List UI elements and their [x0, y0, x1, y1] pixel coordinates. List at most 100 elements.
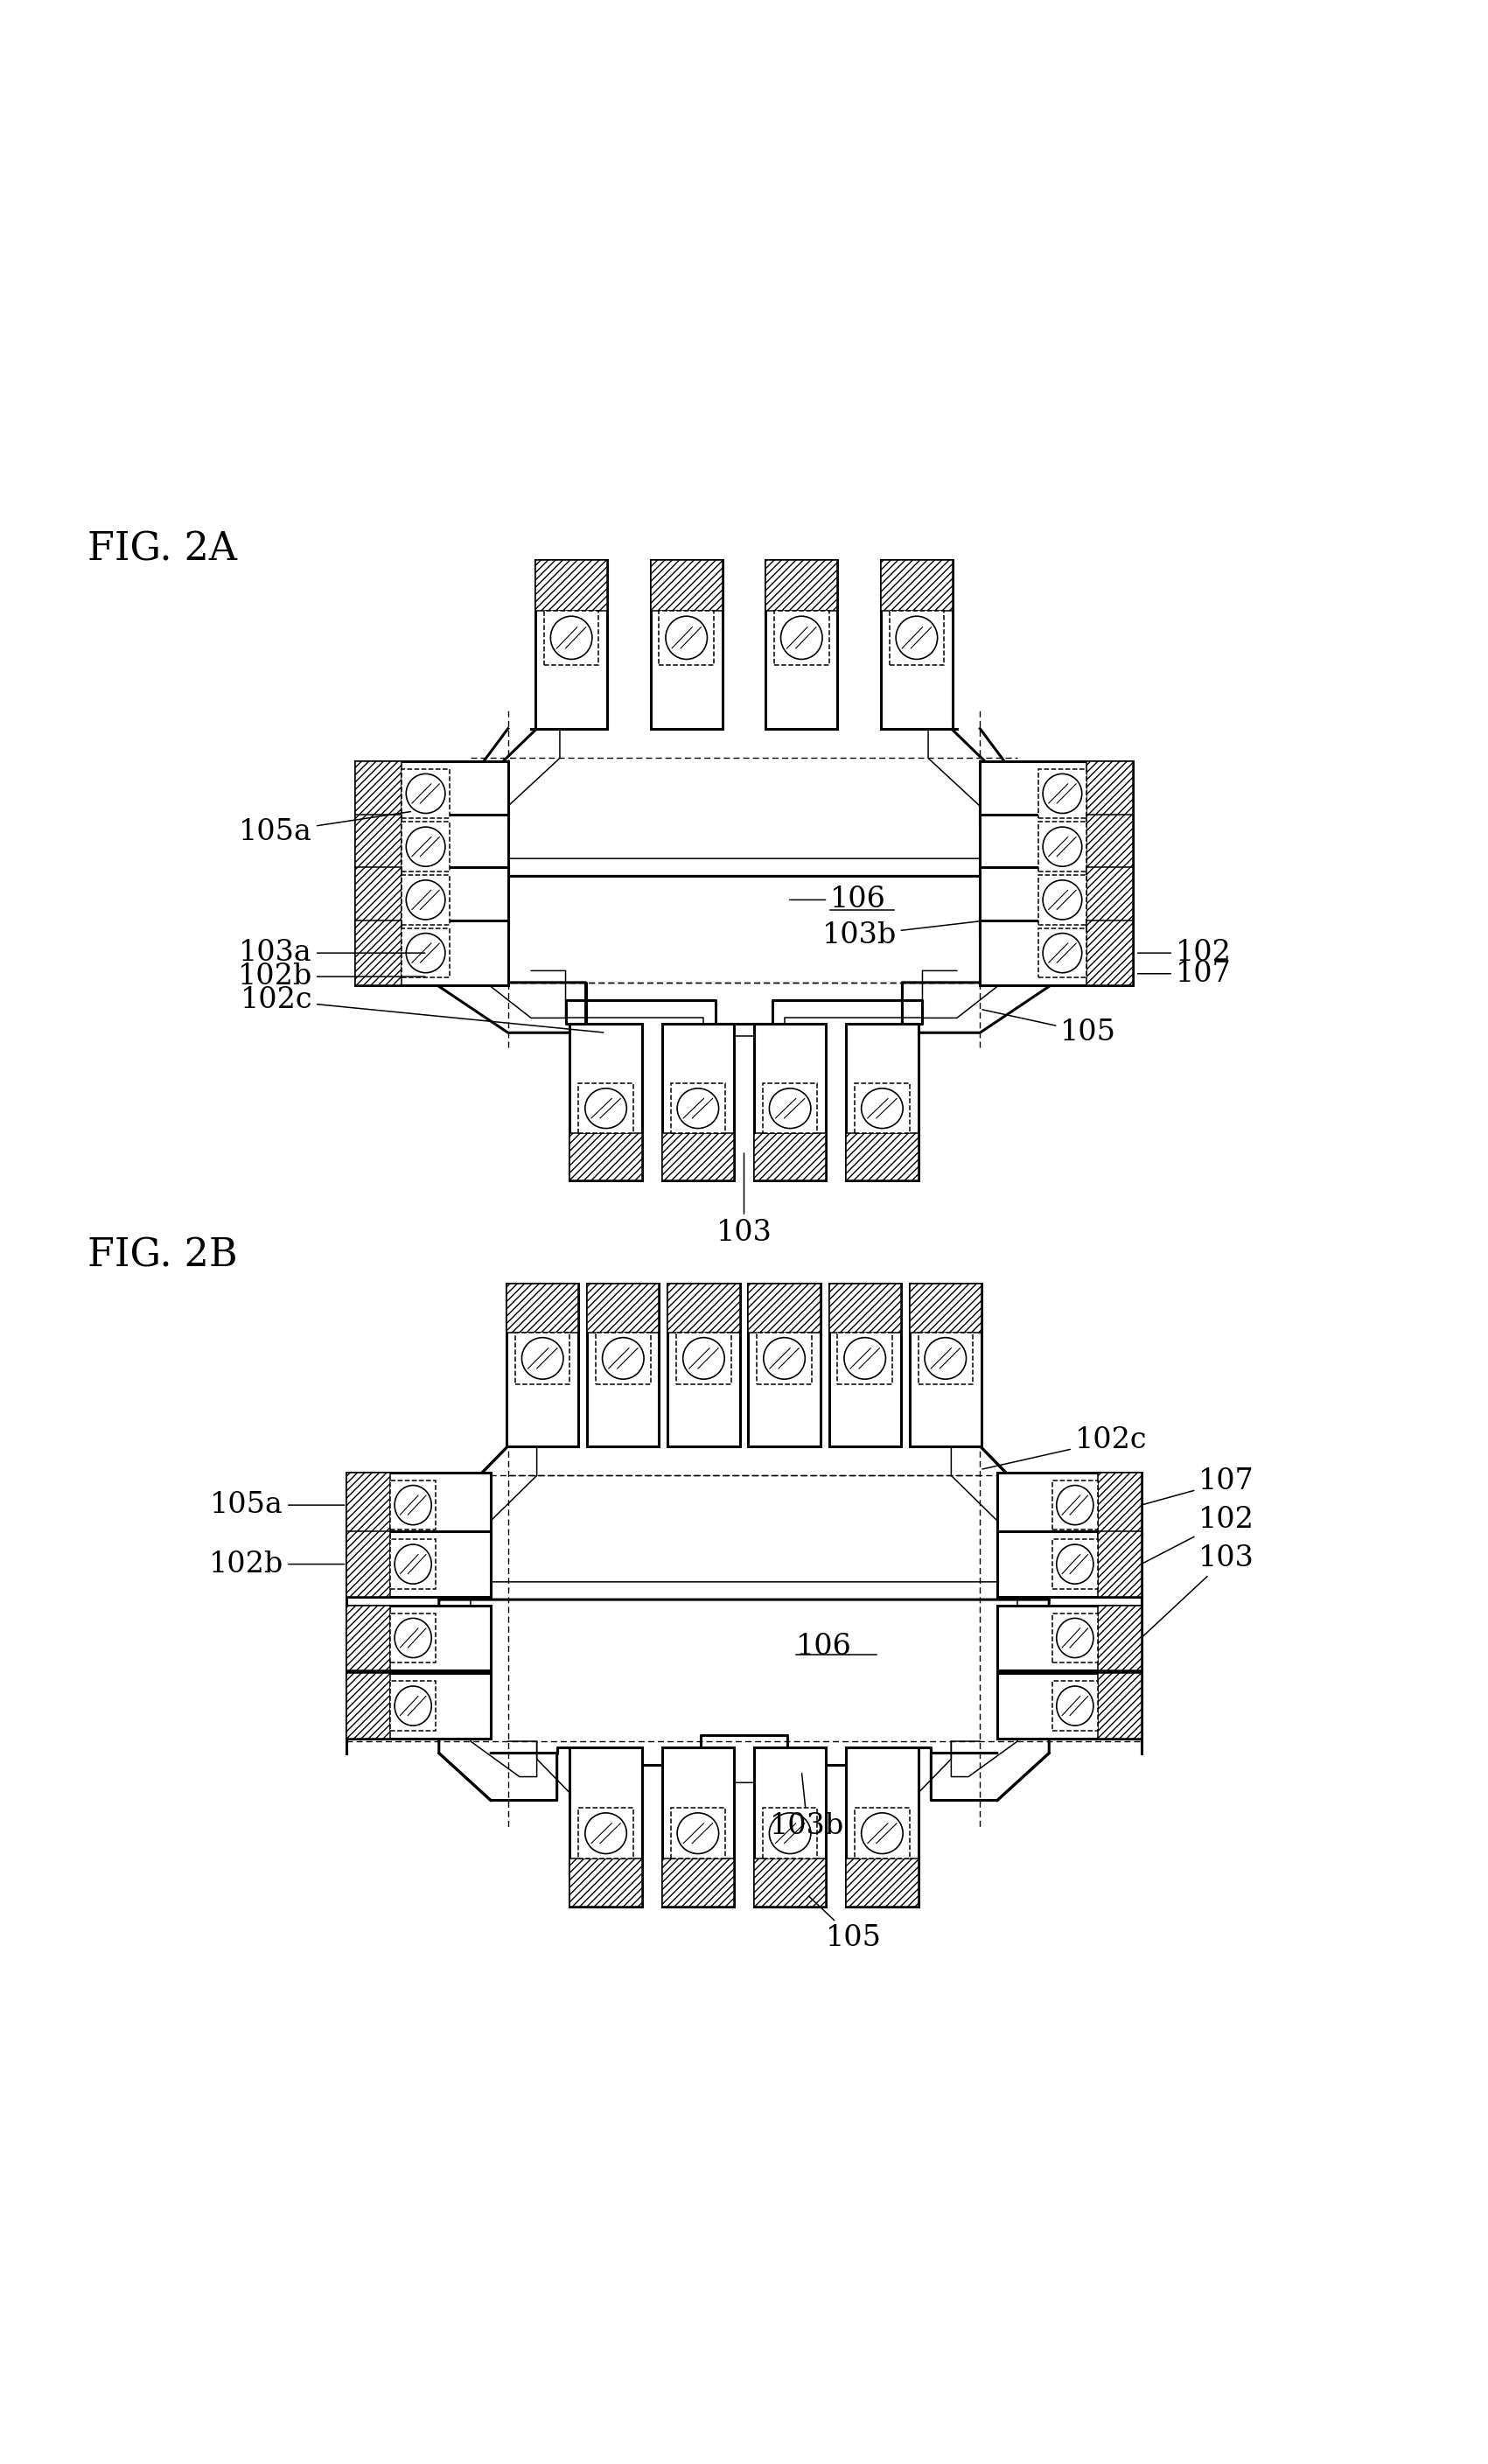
Bar — [754, 1025, 826, 1180]
Bar — [515, 1333, 570, 1385]
Bar — [754, 1747, 826, 1907]
Text: 106: 106 — [796, 1634, 851, 1661]
Ellipse shape — [1056, 1545, 1094, 1584]
Ellipse shape — [1056, 1685, 1094, 1725]
Text: 102c: 102c — [982, 1427, 1147, 1469]
Ellipse shape — [677, 1814, 719, 1853]
Bar — [1039, 875, 1086, 924]
Ellipse shape — [406, 880, 445, 919]
Bar — [997, 1607, 1141, 1671]
Bar — [347, 1673, 491, 1737]
Bar — [1052, 1481, 1098, 1530]
Bar — [881, 559, 952, 611]
Ellipse shape — [1043, 880, 1082, 919]
Bar — [1052, 1680, 1098, 1730]
Text: 106: 106 — [790, 887, 887, 914]
Bar — [1039, 929, 1086, 978]
Bar — [766, 559, 838, 729]
Bar — [1098, 1473, 1141, 1538]
Bar — [662, 1133, 734, 1180]
Bar — [1098, 1673, 1141, 1737]
Bar — [506, 1284, 579, 1333]
Bar — [981, 813, 1132, 880]
Ellipse shape — [522, 1338, 564, 1380]
Bar — [754, 1858, 826, 1907]
Ellipse shape — [394, 1619, 432, 1658]
Bar — [356, 867, 507, 931]
Bar — [754, 1133, 826, 1180]
Text: 105a: 105a — [240, 811, 411, 845]
Bar — [356, 813, 507, 880]
Ellipse shape — [781, 616, 823, 660]
Ellipse shape — [394, 1486, 432, 1525]
Bar — [662, 1025, 734, 1180]
Bar — [570, 1133, 641, 1180]
Bar — [347, 1533, 390, 1597]
Text: 102b: 102b — [238, 963, 426, 991]
Ellipse shape — [406, 828, 445, 867]
Ellipse shape — [769, 1814, 811, 1853]
Text: 102: 102 — [1138, 939, 1232, 966]
Bar — [588, 1284, 659, 1333]
Bar — [854, 1809, 909, 1858]
Ellipse shape — [1056, 1486, 1094, 1525]
Bar — [570, 1025, 641, 1180]
Bar — [570, 1858, 641, 1907]
Bar — [981, 761, 1132, 825]
Text: 107: 107 — [1138, 958, 1232, 988]
Bar — [579, 1084, 634, 1133]
Bar — [650, 559, 722, 729]
Bar — [1052, 1614, 1098, 1663]
Bar — [763, 1809, 817, 1858]
Bar — [981, 922, 1132, 986]
Text: 102c: 102c — [240, 986, 604, 1032]
Bar — [981, 867, 1132, 931]
Bar — [579, 1809, 634, 1858]
Bar — [997, 1533, 1141, 1597]
Bar — [347, 1473, 390, 1538]
Bar — [997, 1673, 1141, 1737]
Bar — [838, 1333, 893, 1385]
Bar — [748, 1284, 820, 1446]
Bar — [662, 1858, 734, 1907]
Ellipse shape — [862, 1814, 903, 1853]
Bar — [1086, 922, 1132, 986]
Bar — [347, 1533, 491, 1597]
Bar — [677, 1333, 731, 1385]
Text: 103b: 103b — [769, 1774, 845, 1841]
Bar — [390, 1540, 436, 1589]
Ellipse shape — [683, 1338, 725, 1380]
Bar — [918, 1333, 973, 1385]
Ellipse shape — [844, 1338, 885, 1380]
Text: 103: 103 — [716, 1153, 772, 1247]
Bar — [390, 1614, 436, 1663]
Text: 103: 103 — [1143, 1545, 1254, 1636]
Ellipse shape — [585, 1089, 626, 1129]
Bar — [356, 761, 507, 825]
Bar — [890, 611, 943, 665]
Bar — [997, 1473, 1141, 1538]
Text: 103b: 103b — [821, 922, 984, 949]
Bar — [662, 1747, 734, 1907]
Bar — [347, 1673, 390, 1737]
Ellipse shape — [763, 1338, 805, 1380]
Bar — [347, 1607, 390, 1671]
Bar — [570, 1747, 641, 1907]
Ellipse shape — [551, 616, 592, 660]
Ellipse shape — [1043, 774, 1082, 813]
Bar — [1086, 867, 1132, 931]
Bar — [829, 1284, 900, 1333]
Ellipse shape — [603, 1338, 644, 1380]
Bar — [650, 559, 722, 611]
Bar — [671, 1084, 725, 1133]
Bar — [1098, 1607, 1141, 1671]
Bar — [1086, 761, 1132, 825]
Bar — [356, 867, 402, 931]
Bar — [402, 769, 449, 818]
Ellipse shape — [1043, 828, 1082, 867]
Bar — [402, 875, 449, 924]
Bar — [1098, 1533, 1141, 1597]
Bar — [748, 1284, 820, 1333]
Bar — [829, 1284, 900, 1446]
Ellipse shape — [896, 616, 937, 660]
